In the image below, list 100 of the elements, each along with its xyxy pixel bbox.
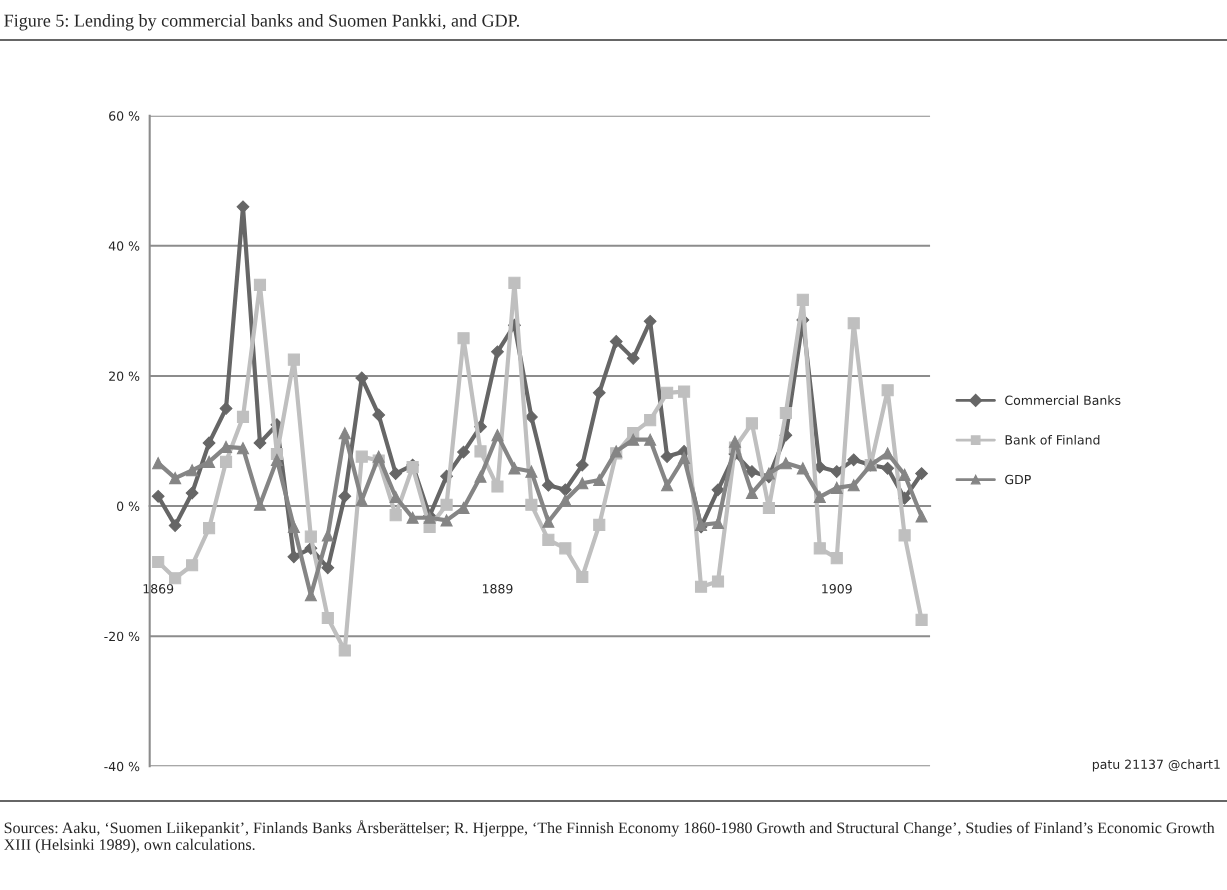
y-tick-label: 40 %: [108, 241, 140, 251]
chart-title: Figure 5: Lending by commercial banks and Suomen Pankki, and GDP.: [4, 14, 519, 31]
point: [491, 345, 504, 359]
point: [457, 445, 470, 459]
point: [219, 455, 233, 468]
point: [372, 450, 385, 463]
point: [202, 522, 216, 535]
legend-label: Commercial Banks: [1005, 395, 1121, 406]
point: [457, 501, 470, 515]
point: [525, 498, 538, 511]
point: [779, 406, 792, 420]
point: [559, 494, 572, 507]
x-tick-label: 1889: [482, 584, 513, 594]
point: [321, 529, 334, 542]
point: [593, 518, 606, 531]
point: [474, 445, 487, 458]
point: [169, 472, 182, 485]
point: [830, 481, 843, 494]
point: [287, 520, 300, 533]
point: [389, 490, 402, 504]
point: [898, 468, 911, 481]
x-tick-label: 1869: [143, 584, 174, 594]
point: [287, 550, 301, 564]
point: [474, 470, 487, 483]
source-note: Sources: Aaku, ‘Suomen Liikepankit’, Finlands Banks Årsberättelser; R. Hjerppe, ‘The Finnish Economy 1860-1980 Growth and Structural Change’, Studies of Finland’s Economic Growth XIII (Helsinki 1989), own calculations.: [4, 819, 1215, 854]
point: [592, 386, 606, 400]
point: [508, 462, 521, 475]
point: [915, 467, 928, 480]
point: [694, 580, 708, 593]
point: [847, 317, 860, 330]
point: [440, 498, 453, 511]
point: [813, 490, 826, 504]
point: [151, 489, 165, 503]
point: [881, 384, 894, 397]
point: [627, 433, 640, 446]
point: [236, 410, 250, 423]
point: [168, 519, 182, 532]
point: [372, 408, 386, 422]
point: [542, 533, 555, 546]
point: [745, 486, 759, 500]
point: [711, 483, 725, 497]
point: [287, 353, 300, 366]
legend-label: GDP: [1005, 474, 1031, 485]
point: [745, 417, 759, 430]
point: [796, 293, 809, 306]
point: [202, 455, 216, 468]
point: [491, 429, 504, 442]
y-tick-label: 20 %: [109, 371, 140, 381]
point: [830, 552, 843, 565]
point: [678, 451, 691, 464]
point: [219, 402, 233, 415]
point: [541, 478, 555, 492]
point: [915, 613, 928, 626]
point: [338, 427, 351, 440]
point: [745, 465, 759, 478]
point: [779, 457, 792, 470]
point: [491, 480, 504, 493]
point: [321, 561, 335, 575]
point: [524, 410, 538, 424]
point: [660, 450, 674, 464]
point: [711, 516, 725, 530]
point: [389, 509, 402, 522]
point: [661, 386, 674, 399]
point: [593, 473, 606, 487]
point: [355, 450, 368, 463]
point: [558, 483, 572, 497]
x-tick-label: 1909: [822, 584, 852, 594]
point: [186, 559, 199, 572]
point: [847, 453, 861, 467]
point: [915, 510, 928, 523]
point: [508, 276, 521, 289]
point: [559, 542, 572, 555]
point: [185, 486, 199, 500]
point: [321, 611, 334, 625]
point: [881, 447, 894, 460]
y-tick-label: 60 %: [109, 111, 140, 121]
point: [236, 442, 250, 455]
point: [813, 542, 826, 555]
y-tick-label: -40 %: [104, 761, 140, 772]
point: [338, 644, 351, 657]
point: [304, 530, 317, 543]
point: [406, 511, 419, 524]
point: [881, 461, 895, 475]
point: [152, 555, 165, 569]
point: [626, 351, 640, 365]
point: [609, 335, 623, 348]
point: [576, 570, 589, 584]
point: [728, 435, 742, 448]
point: [186, 464, 199, 477]
point: [678, 385, 691, 398]
text: patu 21137 @chart1: [1092, 759, 1220, 772]
point: [847, 479, 860, 492]
point: [525, 465, 538, 478]
point: [236, 200, 250, 214]
point: [898, 529, 911, 542]
point: [389, 467, 403, 480]
point: [169, 572, 182, 585]
point: [575, 458, 589, 472]
y-tick-label: -20 %: [104, 631, 140, 642]
y-tick-label: 0 %: [116, 501, 140, 511]
